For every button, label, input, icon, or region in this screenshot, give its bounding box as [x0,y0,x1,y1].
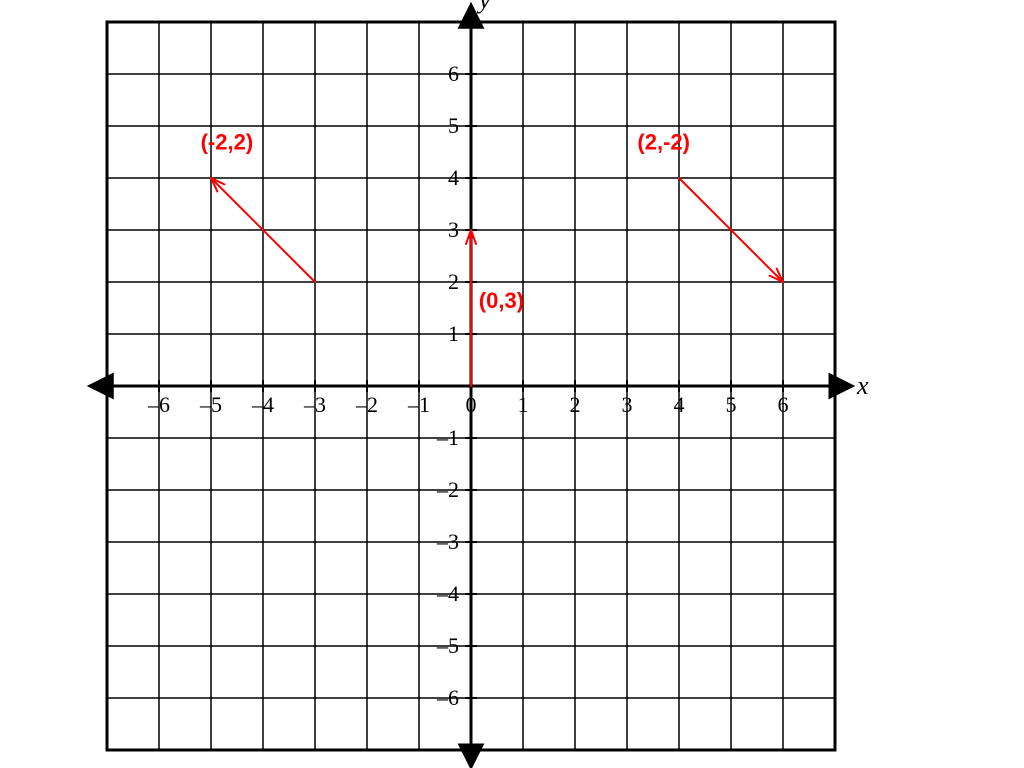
y-tick-5: 5 [448,113,459,138]
y-tick-2: 2 [448,269,459,294]
y-tick-1: 1 [448,321,459,346]
annotation-label-a1: (-2,2) [201,129,254,154]
annotations: (-2,2) (0,3) (2,-2) [201,129,783,386]
x-tick-0: 0 [466,392,477,417]
x-tick-1: 1 [518,392,529,417]
annotation-label-a3: (2,-2) [637,129,690,154]
y-tick--3: –3 [436,529,459,554]
x-tick-2: 2 [570,392,581,417]
y-tick-4: 4 [448,165,459,190]
x-axis-label: x [856,371,869,400]
x-tick--2: –2 [355,392,378,417]
x-tick-5: 5 [726,392,737,417]
x-tick-4: 4 [674,392,685,417]
y-tick--4: –4 [436,581,459,606]
x-tick--6: –6 [147,392,170,417]
y-tick--2: –2 [436,477,459,502]
y-tick--6: –6 [436,685,459,710]
y-tick--5: –5 [436,633,459,658]
x-tick--4: –4 [251,392,274,417]
x-tick--5: –5 [199,392,222,417]
x-tick--3: –3 [303,392,326,417]
y-tick-3: 3 [448,217,459,242]
coordinate-grid-chart: –6–5–4–3–2–10123456–6–5–4–3–2–1123456 yx… [0,0,1024,768]
x-tick-6: 6 [778,392,789,417]
y-axis-label: y [476,0,491,14]
x-tick--1: –1 [407,392,430,417]
y-tick--1: –1 [436,425,459,450]
x-tick-3: 3 [622,392,633,417]
y-tick-6: 6 [448,61,459,86]
axis-labels: yx [476,0,869,400]
annotation-label-a2: (0,3) [479,288,524,313]
